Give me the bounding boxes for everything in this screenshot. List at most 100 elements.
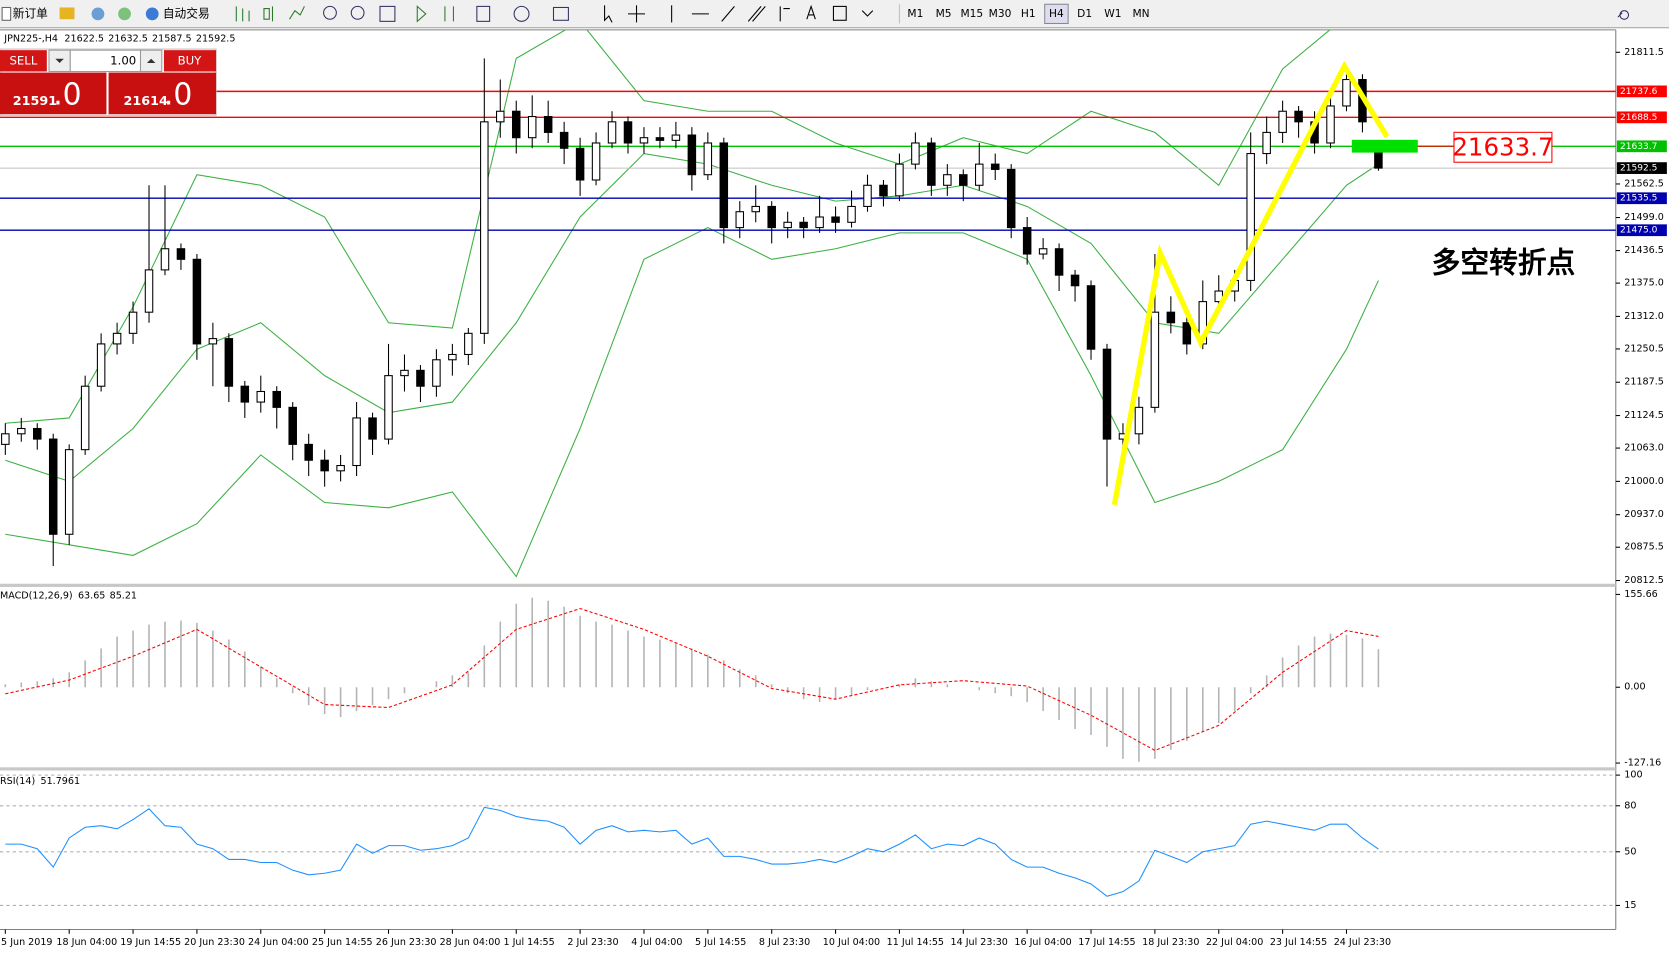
search-icon[interactable] bbox=[1617, 10, 1630, 20]
timeframe[interactable]: MN bbox=[1132, 7, 1149, 20]
buy-button[interactable] bbox=[163, 50, 217, 72]
candle-body bbox=[192, 258, 202, 345]
candle-body bbox=[879, 184, 888, 197]
bar-chart-btn[interactable] bbox=[235, 6, 250, 22]
macd-panel bbox=[4, 597, 1380, 762]
arrow bbox=[55, 58, 64, 63]
rsi-header: RSI(14) 51.7961 bbox=[0, 776, 80, 787]
timeframe[interactable]: M5 bbox=[936, 7, 952, 20]
candle-body bbox=[1294, 110, 1303, 123]
y-tick-label: 21811.5 bbox=[1624, 47, 1664, 58]
candle-body bbox=[799, 221, 808, 229]
timeframe[interactable]: W1 bbox=[1104, 7, 1121, 20]
candle-body bbox=[959, 174, 968, 186]
sell-button[interactable] bbox=[0, 50, 47, 72]
arrows-btn[interactable] bbox=[861, 10, 874, 17]
periods-btn[interactable] bbox=[513, 5, 530, 22]
timeframe[interactable]: M1 bbox=[907, 7, 923, 20]
candle-body bbox=[288, 406, 297, 445]
auto-trading-icon[interactable] bbox=[145, 7, 159, 21]
level-tag-label: 21737.6 bbox=[1620, 87, 1658, 97]
trendline-btn[interactable] bbox=[721, 6, 735, 22]
icon[interactable] bbox=[59, 7, 75, 20]
auto-trading[interactable]: 自动交易 bbox=[163, 6, 210, 20]
active-timeframe bbox=[1044, 3, 1069, 25]
y-tick-label: 21187.5 bbox=[1624, 377, 1664, 388]
text-btn[interactable] bbox=[806, 4, 816, 20]
candle-body bbox=[1086, 285, 1096, 350]
x-tick-label: 2 Jul 23:30 bbox=[567, 937, 618, 948]
candle-body bbox=[80, 385, 90, 451]
candle-body bbox=[767, 205, 776, 229]
price-header: JPN225-,H4 21622.5 21632.5 21587.5 21592.5 bbox=[3, 33, 235, 44]
tile-btn[interactable] bbox=[379, 5, 396, 22]
candle-body bbox=[368, 417, 377, 440]
candle-body bbox=[496, 110, 505, 123]
level-tag bbox=[1616, 140, 1667, 153]
x-tick-label: 10 Jul 04:00 bbox=[823, 937, 880, 948]
y-tick-label: 20937.0 bbox=[1624, 509, 1664, 520]
icon[interactable] bbox=[118, 7, 131, 21]
candle-body bbox=[144, 269, 154, 313]
cursor-btn[interactable] bbox=[604, 5, 613, 23]
ask-fraction[interactable]: .0 bbox=[164, 78, 192, 113]
candle-body bbox=[559, 131, 569, 149]
signal-line bbox=[5, 607, 1379, 752]
shift-btn[interactable] bbox=[444, 6, 454, 22]
crosshair-btn[interactable] bbox=[628, 5, 646, 23]
candle-body bbox=[591, 142, 601, 181]
icon[interactable] bbox=[91, 7, 105, 21]
scroll-btn[interactable] bbox=[416, 5, 427, 23]
candle-body bbox=[831, 216, 840, 223]
candle-body bbox=[304, 443, 313, 461]
channel-btn[interactable] bbox=[747, 6, 766, 22]
timeframe[interactable]: D1 bbox=[1077, 7, 1092, 20]
bid-fraction[interactable]: .0 bbox=[53, 78, 81, 113]
timeframe[interactable]: M30 bbox=[989, 7, 1012, 20]
candle-body bbox=[240, 385, 250, 403]
candle-body bbox=[112, 332, 122, 345]
ask[interactable]: 21614 bbox=[123, 94, 167, 109]
macd-header: MACD(12,26,9) 63.65 85.21 bbox=[0, 590, 137, 601]
zigzag-drawing bbox=[1111, 60, 1390, 506]
y-tick-label: 20875.5 bbox=[1624, 542, 1664, 553]
candle-body bbox=[400, 369, 409, 377]
timeframe[interactable]: M15 bbox=[960, 7, 983, 20]
bid-box[interactable] bbox=[0, 72, 107, 115]
candle-body bbox=[176, 248, 186, 260]
candle-body bbox=[464, 332, 473, 356]
candle-btn[interactable] bbox=[263, 6, 274, 22]
candle-body bbox=[1102, 348, 1112, 440]
axes: 21811.5 21562.5 21499.0 21436.5 21375.0 21312… bbox=[1, 47, 1667, 948]
timeframe[interactable]: H4 bbox=[1049, 7, 1064, 20]
lot-value[interactable]: 1.00 bbox=[110, 53, 136, 67]
fibo-btn[interactable] bbox=[779, 6, 790, 22]
signal-value: 85.21 bbox=[110, 590, 137, 601]
panel-separator bbox=[0, 767, 1616, 771]
candle-body bbox=[527, 116, 537, 139]
sell-label[interactable]: SELL bbox=[9, 53, 37, 67]
candle-body bbox=[1070, 274, 1080, 287]
buy-label[interactable]: BUY bbox=[178, 53, 203, 67]
zoom-out-btn[interactable] bbox=[350, 5, 365, 20]
callout-box bbox=[1453, 131, 1553, 163]
x-tick-label: 20 Jun 23:30 bbox=[184, 937, 245, 948]
label-btn[interactable] bbox=[832, 5, 847, 21]
candle-body bbox=[352, 417, 361, 467]
bid[interactable]: 21591 bbox=[13, 94, 57, 109]
new-order[interactable]: 新订单 bbox=[13, 6, 48, 20]
candle-body bbox=[1278, 110, 1287, 133]
candle-body bbox=[224, 338, 234, 387]
indicators-btn[interactable] bbox=[476, 5, 491, 22]
ask-box[interactable] bbox=[108, 72, 217, 115]
y-tick-label: 20812.5 bbox=[1624, 575, 1664, 586]
current-price-label: 21592.5 bbox=[1620, 164, 1657, 174]
x-tick-label: 23 Jul 14:55 bbox=[1270, 937, 1327, 948]
new-order-icon[interactable] bbox=[1, 6, 12, 21]
line-btn[interactable] bbox=[289, 6, 305, 20]
annotation: 多空转折点 bbox=[1432, 246, 1576, 280]
x-tick-label: 19 Jun 14:55 bbox=[120, 937, 181, 948]
zoom-in-btn[interactable] bbox=[323, 5, 337, 20]
timeframe[interactable]: H1 bbox=[1021, 7, 1036, 20]
templates-btn[interactable] bbox=[552, 6, 569, 21]
